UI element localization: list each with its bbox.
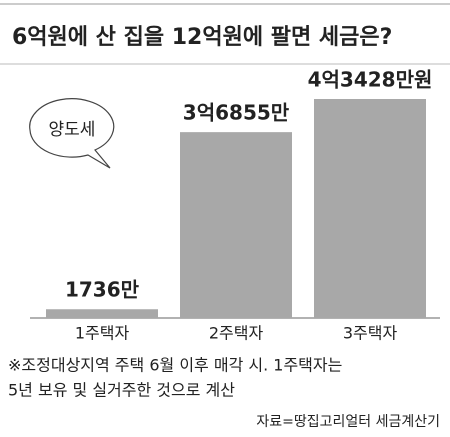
chart-title: 6억원에 산 집을 12억원에 팔면 세금은? [12, 25, 392, 50]
value-label: 4억3428만원 [308, 68, 433, 92]
bar [180, 132, 292, 318]
x-tick-label: 2주택자 [209, 324, 264, 343]
x-tick-label: 3주택자 [343, 324, 398, 343]
speech-bubble [29, 98, 115, 169]
bar [314, 99, 426, 318]
source: 자료=땅집고리얼터 세금계산기 [256, 414, 440, 430]
note-line: ※조정대상지역 주택 6월 이후 매각 시. 1주택자는 [8, 356, 342, 375]
annotation: 양도세 [49, 120, 96, 140]
value-label: 1736만 [65, 278, 140, 302]
value-label: 3억6855만 [183, 101, 290, 125]
bar [46, 309, 158, 318]
x-tick-label: 1주택자 [75, 324, 130, 343]
note-line: 5년 보유 및 실거주한 것으로 계산 [8, 381, 235, 400]
